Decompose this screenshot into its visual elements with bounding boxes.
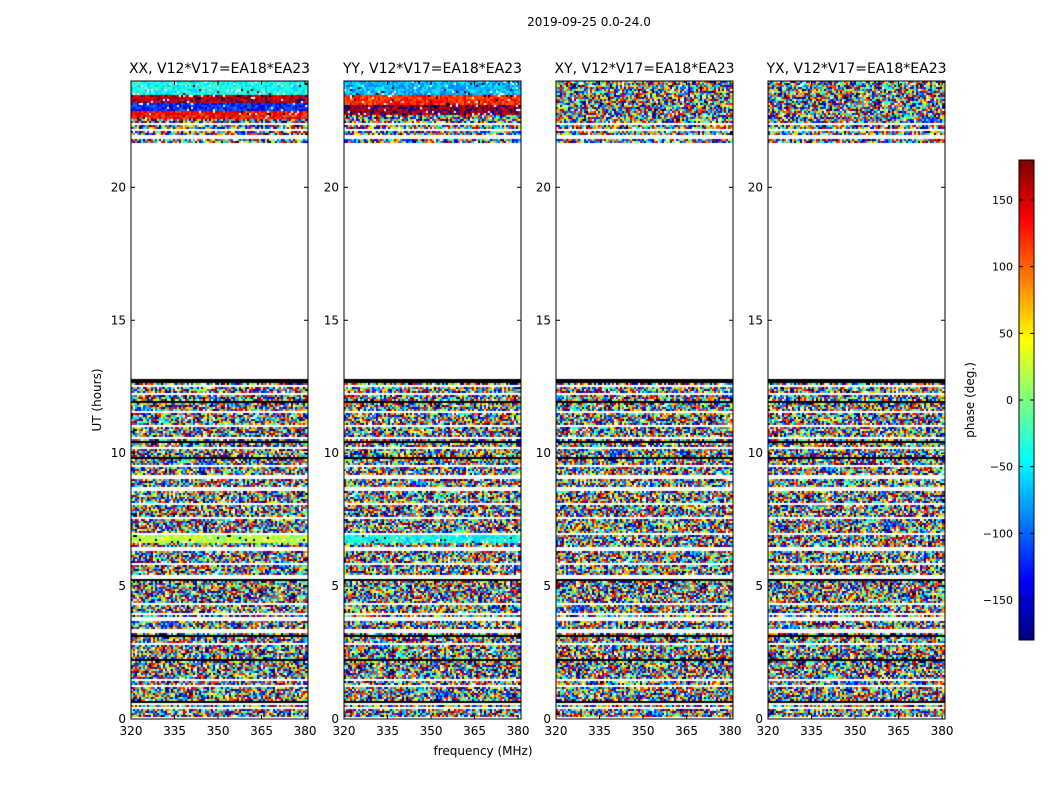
colorbar: 150 100 50 0 −50 −100 −150 phase (deg.) <box>963 159 1035 641</box>
y-tick-label: 15 <box>111 313 126 327</box>
heatmap-image <box>768 81 945 719</box>
x-tick-label: 335 <box>800 724 823 738</box>
panel-yx-title: YX, V12*V17=EA18*EA23 <box>765 61 946 77</box>
x-tick-label: 380 <box>294 724 317 738</box>
x-tick-label: 365 <box>250 724 273 738</box>
colorbar-tick-label: 150 <box>992 194 1013 207</box>
panel-xx-heatmap <box>131 81 308 719</box>
y-tick-label: 10 <box>536 446 551 460</box>
colorbar-label: phase (deg.) <box>963 362 977 438</box>
panel-yy-ticks: 0 5 10 15 20 320 335 350 365 380 <box>324 81 530 738</box>
x-tick-label: 365 <box>675 724 698 738</box>
panel-yy-heatmap <box>344 81 521 719</box>
x-tick-label: 335 <box>376 724 399 738</box>
x-tick-label: 350 <box>207 724 230 738</box>
panel-yy: YY, V12*V17=EA18*EA23 frequency (MHz) 0 5… <box>324 61 533 758</box>
panel-yx: YX, V12*V17=EA18*EA23 0 5 10 15 20 320 335 350 3… <box>748 61 954 738</box>
heatmap-image <box>556 81 733 719</box>
x-tick-label: 335 <box>588 724 611 738</box>
y-tick-label: 20 <box>111 180 126 194</box>
panel-xx-ylabel: UT (hours) <box>90 368 104 431</box>
y-tick-label: 0 <box>118 712 126 726</box>
x-tick-label: 335 <box>163 724 186 738</box>
y-tick-label: 20 <box>324 180 339 194</box>
heatmap-image <box>344 81 521 719</box>
x-tick-label: 380 <box>719 724 742 738</box>
colorbar-tick-label: −50 <box>990 461 1013 474</box>
x-tick-label: 350 <box>844 724 867 738</box>
x-tick-label: 320 <box>333 724 356 738</box>
y-tick-label: 0 <box>755 712 763 726</box>
y-tick-label: 5 <box>331 579 339 593</box>
y-tick-label: 20 <box>748 180 763 194</box>
x-tick-label: 365 <box>463 724 486 738</box>
x-tick-label: 320 <box>120 724 143 738</box>
panel-xx-frame <box>130 80 309 720</box>
colorbar-tick-label: 100 <box>992 261 1013 274</box>
panel-xx-title: XX, V12*V17=EA18*EA23 <box>129 61 310 77</box>
panel-yx-ticks: 0 5 10 15 20 320 335 350 365 380 <box>748 81 954 738</box>
panel-yy-frame <box>343 80 522 720</box>
colorbar-ticks: 150 100 50 0 −50 −100 −150 <box>983 194 1034 607</box>
y-tick-label: 15 <box>324 313 339 327</box>
x-tick-label: 380 <box>931 724 954 738</box>
panel-xy-heatmap <box>556 81 733 719</box>
panel-xx: XX, V12*V17=EA18*EA23 UT (hours) 0 5 10 15 2… <box>90 61 317 738</box>
y-tick-label: 0 <box>543 712 551 726</box>
colorbar-tick-label: 0 <box>1006 394 1013 407</box>
x-tick-label: 380 <box>507 724 530 738</box>
x-tick-label: 350 <box>420 724 443 738</box>
x-tick-label: 365 <box>887 724 910 738</box>
panel-xy-frame <box>555 80 734 720</box>
figure-title: 2019-09-25 0.0-24.0 <box>527 15 651 29</box>
panel-yx-heatmap <box>768 81 945 719</box>
panel-xy-ticks: 0 5 10 15 20 320 335 350 365 380 <box>536 81 742 738</box>
y-tick-label: 15 <box>748 313 763 327</box>
x-tick-label: 320 <box>545 724 568 738</box>
y-tick-label: 5 <box>118 579 126 593</box>
y-tick-label: 20 <box>536 180 551 194</box>
y-tick-label: 10 <box>324 446 339 460</box>
y-tick-label: 10 <box>111 446 126 460</box>
x-tick-label: 320 <box>757 724 780 738</box>
y-tick-label: 15 <box>536 313 551 327</box>
y-tick-label: 5 <box>755 579 763 593</box>
y-tick-label: 10 <box>748 446 763 460</box>
colorbar-tick-label: −100 <box>983 527 1013 540</box>
panel-yy-xlabel: frequency (MHz) <box>433 744 532 758</box>
panel-yx-frame <box>767 80 946 720</box>
panel-xy: XY, V12*V17=EA18*EA23 0 5 10 15 20 320 335 350 3… <box>536 61 742 738</box>
panel-yy-title: YY, V12*V17=EA18*EA23 <box>342 61 522 77</box>
y-tick-label: 5 <box>543 579 551 593</box>
panel-xx-ticks: 0 5 10 15 20 320 335 350 365 380 <box>111 81 317 738</box>
panel-xy-title: XY, V12*V17=EA18*EA23 <box>554 61 734 77</box>
colorbar-tick-label: −150 <box>983 594 1013 607</box>
x-tick-label: 350 <box>632 724 655 738</box>
colorbar-tick-label: 50 <box>999 327 1013 340</box>
y-tick-label: 0 <box>331 712 339 726</box>
heatmap-image <box>131 81 308 719</box>
